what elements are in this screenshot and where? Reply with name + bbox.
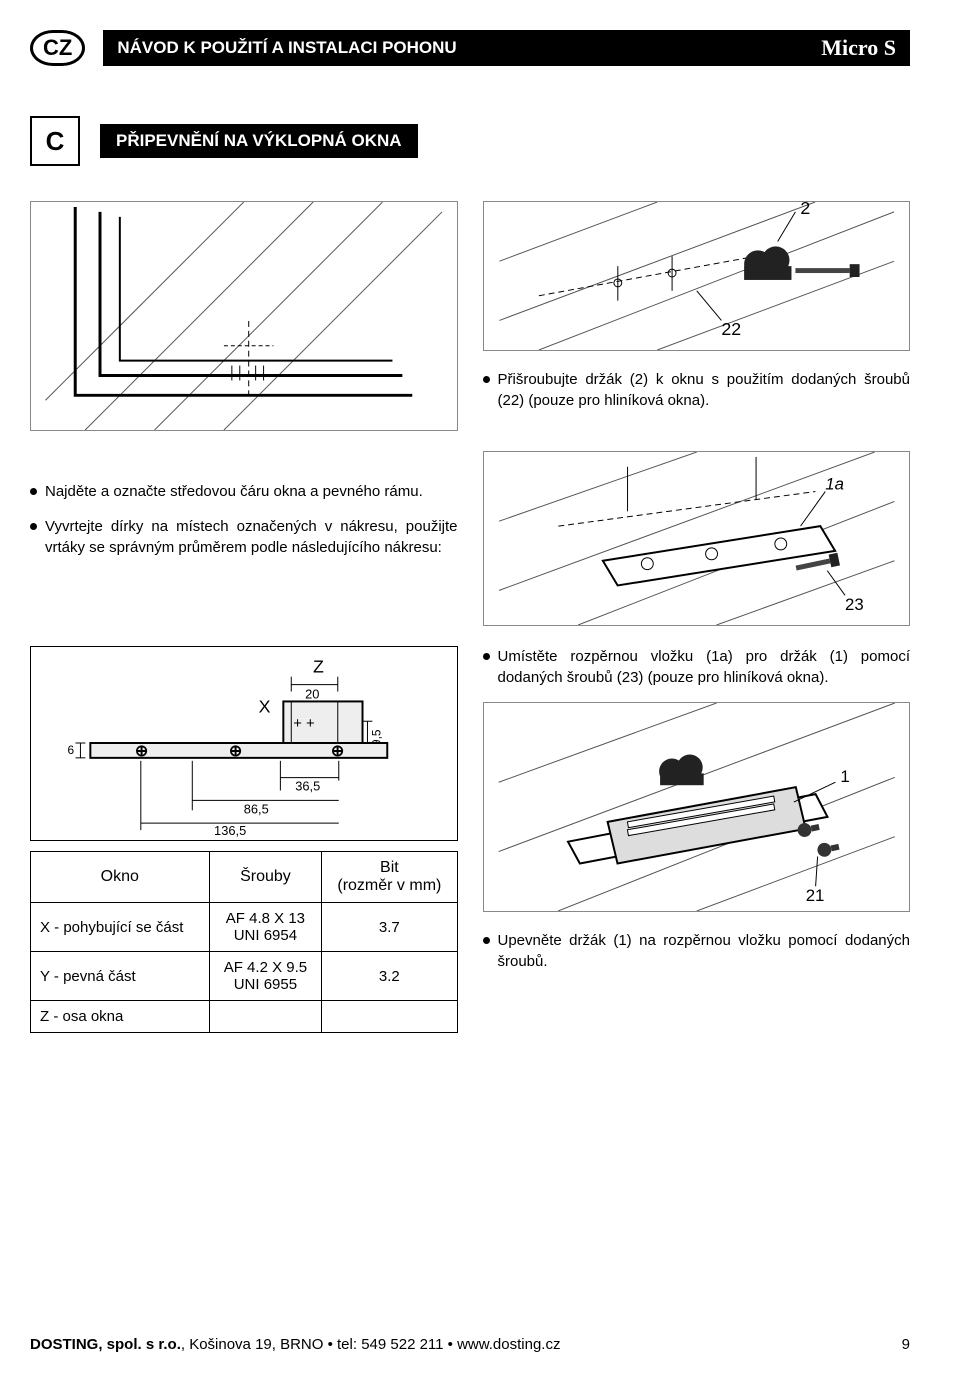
label-21: 21 xyxy=(805,886,824,905)
figure-window-centerline xyxy=(30,201,458,431)
step1-text: Přišroubujte držák (2) k oknu s použitím… xyxy=(483,369,911,411)
lang-badge: CZ xyxy=(30,30,85,66)
svg-text:+ +: + + xyxy=(293,716,314,732)
section-header: C PŘIPEVNĚNÍ NA VÝKLOPNÁ OKNA xyxy=(30,116,458,166)
section-letter: C xyxy=(30,116,80,166)
manual-title: NÁVOD K POUŽITÍ A INSTALACI POHONU xyxy=(117,38,456,58)
footer-company: DOSTING, spol. s r.o., Košinova 19, BRNO… xyxy=(30,1336,560,1353)
step4-text: Upevněte držák (1) na rozpěrnou vložku p… xyxy=(483,930,911,972)
svg-text:6: 6 xyxy=(68,743,75,757)
svg-text:Z: Z xyxy=(313,657,324,677)
svg-text:⊕: ⊕ xyxy=(229,743,242,760)
bullet-icon xyxy=(483,937,490,944)
bullet-icon xyxy=(483,376,490,383)
page-header: CZ NÁVOD K POUŽITÍ A INSTALACI POHONU Mi… xyxy=(30,30,910,66)
svg-text:136,5: 136,5 xyxy=(214,823,246,838)
th-screws: Šrouby xyxy=(209,852,322,903)
cell: Z - osa okna xyxy=(31,1001,210,1033)
model-name: Micro S xyxy=(821,35,896,61)
page-number: 9 xyxy=(902,1336,910,1353)
step3-text: Umístěte rozpěrnou vložku (1a) pro držák… xyxy=(483,646,911,688)
th-bit: Bit (rozměr v mm) xyxy=(322,852,457,903)
section-label: PŘIPEVNĚNÍ NA VÝKLOPNÁ OKNA xyxy=(100,124,418,158)
screw-table: Okno Šrouby Bit (rozměr v mm) X - pohybu… xyxy=(30,851,458,1033)
step2b-text: Vyvrtejte dírky na místech označených v … xyxy=(30,516,458,558)
figure-bracket-1-21: 1 21 xyxy=(483,702,911,912)
cell: Y - pevná část xyxy=(31,952,210,1001)
title-bar: NÁVOD K POUŽITÍ A INSTALACI POHONU Micro… xyxy=(103,30,910,66)
figure-spacer-1a: 1a 23 xyxy=(483,451,911,626)
figure-dimensions: Z X 20 + + 9,5 ⊕⊕⊕ 6 xyxy=(30,646,458,841)
svg-text:⊕: ⊕ xyxy=(135,743,148,760)
bullet-icon xyxy=(30,523,37,530)
svg-text:X: X xyxy=(259,696,271,716)
svg-text:86,5: 86,5 xyxy=(244,801,269,816)
cell: AF 4.2 X 9.5 UNI 6955 xyxy=(209,952,322,1001)
cell: AF 4.8 X 13 UNI 6954 xyxy=(209,903,322,952)
label-1a: 1a xyxy=(825,475,844,494)
label-2: 2 xyxy=(800,202,810,218)
cell: 3.2 xyxy=(322,952,457,1001)
cell: 3.7 xyxy=(322,903,457,952)
cell: X - pohybující se část xyxy=(31,903,210,952)
figure-bracket-2: 2 22 xyxy=(483,201,911,351)
svg-text:⊕: ⊕ xyxy=(331,743,344,760)
bullet-icon xyxy=(30,488,37,495)
bullet-icon xyxy=(483,653,490,660)
cell xyxy=(209,1001,322,1033)
label-22: 22 xyxy=(721,319,741,339)
svg-text:36,5: 36,5 xyxy=(295,779,320,794)
step2a-text: Najděte a označte středovou čáru okna a … xyxy=(30,481,458,502)
svg-text:20: 20 xyxy=(305,686,319,701)
page-footer: DOSTING, spol. s r.o., Košinova 19, BRNO… xyxy=(30,1336,910,1353)
label-23: 23 xyxy=(845,595,864,614)
label-1: 1 xyxy=(840,767,849,786)
th-window: Okno xyxy=(31,852,210,903)
cell xyxy=(322,1001,457,1033)
